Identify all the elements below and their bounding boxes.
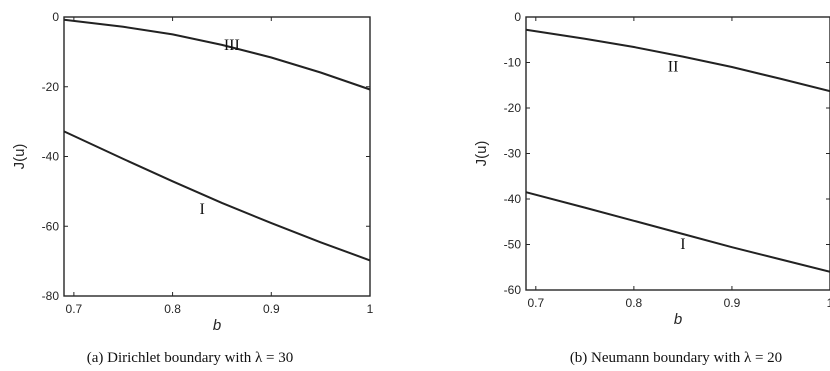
panel-b-chart: 0.70.80.910-10-20-30-40-50-60bJ(u)III(b)… <box>473 10 830 366</box>
panel-a-curve-label: I <box>200 201 205 218</box>
panel-a-ytick-label: -60 <box>42 219 60 233</box>
panel-b-xtick-label: 0.7 <box>527 296 544 310</box>
panel-a-ytick-label: -40 <box>42 150 60 164</box>
panel-a-ytick-label: 0 <box>52 10 59 24</box>
panel-b-ytick-label: -50 <box>504 238 522 252</box>
panel-b-xtick-label: 0.9 <box>724 296 741 310</box>
panel-a-xtick-label: 0.9 <box>263 302 280 316</box>
panel-a-yaxis-label: J(u) <box>11 144 28 170</box>
panel-a-curve-label: III <box>224 37 240 54</box>
panel-b-series-line-ii <box>525 28 830 93</box>
panel-a-xaxis-label: b <box>213 317 221 334</box>
panel-a-series-line-iii <box>63 18 371 91</box>
panel-a-ytick-label: -80 <box>42 289 60 303</box>
panel-a-ytick-label: -20 <box>42 80 60 94</box>
panel-a-series-line-i <box>63 130 371 262</box>
panel-b-xaxis-label: b <box>674 311 682 328</box>
panel-a-plot-frame <box>63 16 371 297</box>
panel-b-xtick-label: 0.8 <box>626 296 643 310</box>
panel-b-ytick-label: -40 <box>504 192 522 206</box>
panel-a-xtick-label: 0.7 <box>66 302 83 316</box>
panel-b-ytick-label: -60 <box>504 283 522 297</box>
panel-b-yaxis-label: J(u) <box>473 141 490 167</box>
panel-b-ytick-label: -10 <box>504 56 522 70</box>
panel-a-xtick-label: 0.8 <box>164 302 181 316</box>
panel-b-ytick-label: -20 <box>504 101 522 115</box>
panel-b-ytick-label: 0 <box>514 10 521 24</box>
panel-b-xtick-label: 1 <box>827 296 830 310</box>
panel-b-caption: (b) Neumann boundary with λ = 20 <box>570 350 782 366</box>
panel-a-xtick-label: 1 <box>367 302 374 316</box>
panel-b-curve-label: I <box>680 236 685 253</box>
panel-a-caption: (a) Dirichlet boundary with λ = 30 <box>87 350 294 366</box>
panel-b-series-line-i <box>525 191 830 273</box>
panel-b-ytick-label: -30 <box>504 147 522 161</box>
panel-b-curve-label: II <box>668 59 679 76</box>
